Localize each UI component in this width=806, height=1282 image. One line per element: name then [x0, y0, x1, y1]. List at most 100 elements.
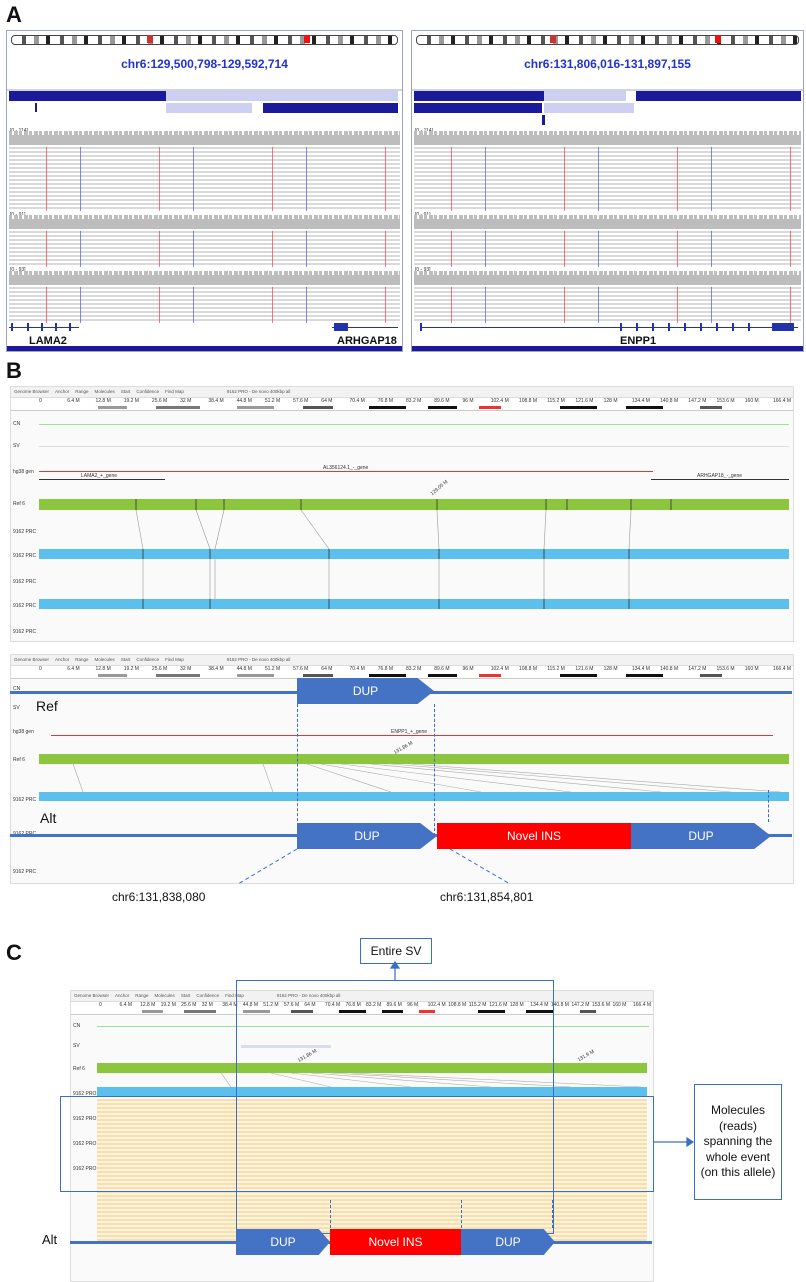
scale-tick-label: 6.4 M	[119, 1002, 133, 1008]
scale-tick-label: 134.4 M	[631, 666, 650, 672]
segdup-track	[544, 103, 634, 113]
scale-tick-label: 19.2 M	[123, 398, 139, 404]
igv-view-left: chr6:129,500,798-129,592,714 [0 - 114] […	[6, 30, 403, 352]
cytoband-block	[237, 674, 274, 677]
genome-scale: 0 6.4 M 12.8 M 19.2 M 25.6 M 32 M 38.4 M 44.8 M…	[11, 398, 793, 411]
scale-tick-label: 38.4 M	[222, 1002, 238, 1008]
scale-tick-label: 108.8 M	[518, 666, 537, 672]
cytoband-block	[428, 406, 458, 409]
gene-label: LAMA2_+_gene	[81, 473, 118, 479]
molecules-callout: Molecules (reads) spanning the whole eve…	[694, 1084, 782, 1200]
dashed-guide	[297, 704, 298, 836]
coordinate-label: chr6:131,854,801	[440, 890, 534, 904]
segdup-track	[542, 115, 545, 125]
cytoband-block	[156, 674, 201, 677]
scale-tick-label: 6.4 M	[67, 666, 80, 672]
novel-ins-block: Novel INS	[437, 823, 631, 849]
cytoband-block	[237, 406, 274, 409]
gene-exon	[716, 323, 718, 331]
coverage-track	[9, 131, 400, 145]
bottom-bar	[7, 346, 402, 351]
gene-exon	[27, 323, 29, 331]
scale-tick-label: 121.6 M	[489, 1002, 508, 1008]
dashed-guide	[461, 1200, 462, 1228]
scale-tick-label: 128 M	[603, 398, 618, 404]
cytoband-block	[626, 406, 663, 409]
scale-tick-label: 12.8 M	[95, 398, 111, 404]
bionano-browser-top: Genome Browser Anchor Range Molecules Start C…	[10, 386, 794, 642]
entire-sv-callout: Entire SV	[360, 938, 432, 964]
gene-exon	[700, 323, 702, 331]
cytoband-block	[97, 406, 128, 409]
cytoband-block	[479, 406, 502, 409]
gene-label: AL356124.1_-_gene	[323, 465, 369, 471]
scale-tick-label: 83.2 M	[366, 1002, 382, 1008]
scale-tick-label: 140.8 M	[660, 398, 679, 404]
cytoband-block	[626, 674, 663, 677]
gene-bar	[39, 471, 653, 472]
scale-tick-label: 32 M	[201, 1002, 213, 1008]
segdup-track	[166, 103, 252, 113]
coverage-range-label: [0 - 93]	[415, 267, 431, 273]
gene-exon	[334, 323, 348, 331]
scale-tick-label: 115.2 M	[547, 666, 565, 672]
spanning-molecules-box	[60, 1096, 654, 1192]
cytoband-block	[184, 1010, 217, 1013]
gene-model	[332, 327, 398, 328]
segdup-track	[9, 91, 166, 101]
scale-tick-label: 19.2 M	[160, 1002, 176, 1008]
scale-tick-label: 32 M	[180, 398, 192, 404]
coverage-track	[9, 215, 400, 229]
scale-tick-label: 38.4 M	[208, 666, 224, 672]
scale-tick-label: 12.8 M	[140, 1002, 156, 1008]
gene-exon	[636, 323, 638, 331]
reads-track	[9, 287, 400, 323]
scale-tick-label: 19.2 M	[123, 666, 139, 672]
scale-tick-label: 166.4 M	[633, 1002, 652, 1008]
row-label-cn: CN	[13, 421, 21, 427]
scale-tick-label: 89.6 M	[434, 666, 450, 672]
dup-arrow-c-2: DUP	[461, 1229, 555, 1255]
scale-tick-label: 102.4 M	[427, 1002, 446, 1008]
cytoband-block	[560, 406, 597, 409]
row-label-mol: 9162 PRO	[73, 1166, 97, 1172]
row-label-mol: 9162 PRO	[73, 1141, 97, 1147]
panel-letter-a: A	[6, 2, 22, 27]
ref-label: Ref	[36, 698, 58, 714]
cytoband-block	[339, 1010, 366, 1013]
gene-label: ENPP1_+_gene	[391, 729, 428, 735]
alt-label: Alt	[42, 1232, 58, 1247]
scale-tick-label: 32 M	[180, 666, 192, 672]
row-label-mol: 9162 PRC	[13, 553, 37, 559]
scale-tick-label: 44.8 M	[236, 666, 252, 672]
scale-tick-label: 96 M	[462, 398, 474, 404]
row-label-mol: 9162 PRC	[13, 529, 37, 535]
gene-model	[9, 327, 79, 328]
row-label-mol: 9162 PRC	[13, 629, 37, 635]
scale-tick-label: 25.6 M	[151, 666, 168, 672]
reads-track	[9, 147, 400, 211]
scale-tick-label: 134.4 M	[631, 398, 650, 404]
gene-exon	[772, 323, 794, 331]
cytoband-block	[243, 1010, 270, 1013]
dup-arrow-c-1: DUP	[236, 1229, 330, 1255]
molecule-map	[39, 549, 789, 559]
scale-tick-label: 128 M	[509, 1002, 524, 1008]
scale-tick-label: 51.2 M	[264, 666, 281, 672]
scale-tick-label: 64 M	[321, 398, 333, 404]
cytoband-block	[479, 674, 502, 677]
cytoband-block	[141, 1010, 164, 1013]
row-label-cn: CN	[13, 686, 21, 692]
cytoband-block	[303, 674, 333, 677]
cytoband-block	[419, 1010, 436, 1013]
scale-tick-label: 102.4 M	[490, 666, 509, 672]
genome-scale: 0 6.4 M 12.8 M 19.2 M 25.6 M 32 M 38.4 M 44.8 M…	[71, 1002, 653, 1015]
row-label-mol: 9162 PRC	[13, 579, 37, 585]
ruler	[412, 89, 803, 91]
reference-map	[97, 1063, 647, 1073]
scale-tick-label: 57.6 M	[283, 1002, 300, 1008]
scale-tick-label: 0	[99, 1002, 102, 1008]
scale-tick-label: 76.8 M	[377, 666, 394, 672]
cytoband-block	[526, 1010, 553, 1013]
cytoband-block	[699, 674, 722, 677]
